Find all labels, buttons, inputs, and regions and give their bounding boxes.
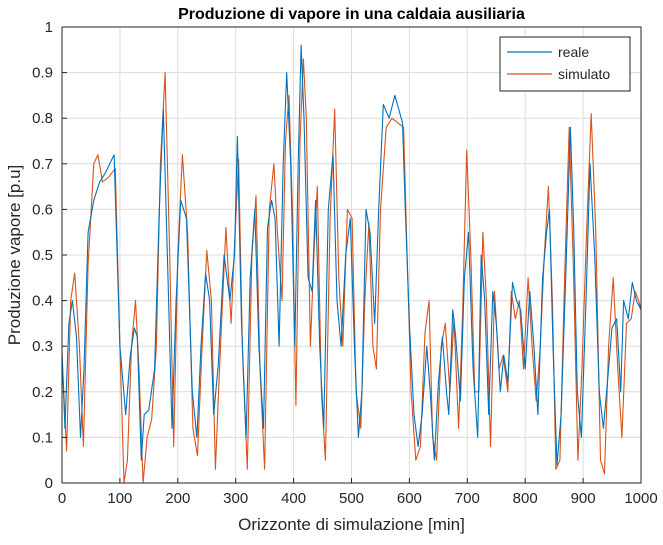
x-tick-label: 200 bbox=[165, 490, 190, 507]
legend-box bbox=[499, 36, 631, 92]
y-tick-label: 0.6 bbox=[32, 201, 53, 218]
y-tick-label: 0.2 bbox=[32, 384, 53, 401]
chart-title: Produzione di vapore in una caldaia ausi… bbox=[178, 6, 525, 23]
x-tick-label: 600 bbox=[397, 490, 422, 507]
series-line-reale bbox=[61, 44, 642, 466]
x-tick-label: 400 bbox=[281, 490, 306, 507]
y-axis-label: Produzione vapore [p.u] bbox=[5, 165, 24, 346]
y-tick-label: 0 bbox=[45, 475, 53, 492]
x-axis-label: Orizzonte di simulazione [min] bbox=[238, 515, 465, 534]
legend: reale simulato bbox=[499, 36, 631, 92]
x-tick-label: 1000 bbox=[624, 490, 657, 507]
x-tick-label: 300 bbox=[223, 490, 248, 507]
x-tick-label: 700 bbox=[455, 490, 480, 507]
y-tick-label: 0.4 bbox=[32, 293, 53, 310]
y-tick-label: 0.5 bbox=[32, 247, 53, 264]
y-tick-label: 0.1 bbox=[32, 429, 53, 446]
x-tick-label: 500 bbox=[339, 490, 364, 507]
x-tick-label: 800 bbox=[513, 490, 538, 507]
tick-labels: 0 100 200 300 400 500 600 700 800 900 1000 0 0.1 0.2 0… bbox=[32, 19, 658, 507]
series-group bbox=[61, 44, 642, 484]
x-tick-label: 0 bbox=[58, 490, 66, 507]
x-tick-label: 100 bbox=[107, 490, 132, 507]
y-tick-label: 0.7 bbox=[32, 156, 53, 173]
legend-label-reale: reale bbox=[558, 44, 589, 60]
legend-label-simulato: simulato bbox=[558, 66, 610, 82]
y-tick-label: 0.9 bbox=[32, 65, 53, 82]
y-tick-label: 1 bbox=[45, 19, 53, 36]
x-tick-label: 900 bbox=[571, 490, 596, 507]
y-tick-label: 0.8 bbox=[32, 110, 53, 127]
y-tick-label: 0.3 bbox=[32, 338, 53, 355]
